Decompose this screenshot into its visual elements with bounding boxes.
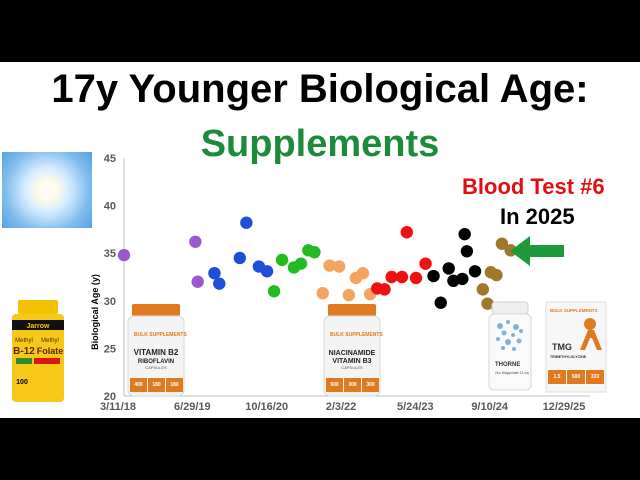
b2-brand: BULK SUPPLEMENTS xyxy=(134,332,187,338)
y-tick-label: 20 xyxy=(104,391,116,403)
annotation-year: In 2025 xyxy=(500,204,575,229)
data-point xyxy=(419,257,432,270)
data-point xyxy=(191,275,204,288)
data-point xyxy=(490,268,503,282)
data-point xyxy=(316,286,329,300)
data-point xyxy=(308,246,321,259)
data-point xyxy=(434,296,447,309)
jarrow-brand: Jarrow xyxy=(27,323,51,330)
b2-sub: CAPSULES xyxy=(145,365,167,370)
b2-stat-1: 400 xyxy=(134,382,143,388)
niacinamide-b3-jar-image: BULK SUPPLEMENTS NIACINAMIDE VITAMIN B3 … xyxy=(323,304,383,397)
x-tick-label: 6/29/19 xyxy=(174,401,211,413)
y-tick-label: 35 xyxy=(104,248,116,260)
title-line-1: 17y Younger Biological Age: xyxy=(51,67,589,111)
data-point xyxy=(208,266,221,280)
b3-name1: NIACINAMIDE xyxy=(329,350,376,357)
x-tick-labels: 3/11/18 6/29/19 10/16/20 2/3/22 5/24/23 9/10/… xyxy=(100,401,585,413)
y-tick-labels: 20 25 30 35 40 45 xyxy=(104,153,116,403)
y-tick-label: 45 xyxy=(104,153,116,165)
data-point xyxy=(342,288,356,302)
data-point xyxy=(294,257,308,270)
left-arrow-icon xyxy=(510,236,564,266)
x-tick-label: 12/29/25 xyxy=(543,401,586,413)
tmg-pouch-image: BULK SUPPLEMENTS TMG TRIMETHYLGLYCINE 1.… xyxy=(545,301,607,393)
tmg-stat-3: 333 xyxy=(591,374,600,380)
y-tick-label: 40 xyxy=(104,201,116,213)
data-point xyxy=(117,248,131,262)
scatter-chart: 20 25 30 35 40 45 3/11/18 6/29/19 10/16/20 2/3/2… xyxy=(90,153,590,413)
data-point xyxy=(213,277,226,290)
data-point xyxy=(460,245,474,258)
data-point xyxy=(458,227,471,241)
tmg-stat-1: 1.5 xyxy=(554,374,561,380)
thorne-brand: THORNE xyxy=(495,362,520,368)
vitamin-b2-jar-image: BULK SUPPLEMENTS VITAMIN B2 RIBOFLAVIN C… xyxy=(127,304,187,397)
jarrow-line3: Methyl xyxy=(41,338,59,344)
b2-stat-2: 180 xyxy=(152,382,161,388)
tmg-stat-2: 500 xyxy=(572,374,581,380)
b3-stat-2: 300 xyxy=(348,382,357,388)
tmg-name2: TRIMETHYLGLYCINE xyxy=(550,355,587,359)
x-tick-label: 10/16/20 xyxy=(245,401,288,413)
data-point xyxy=(442,262,455,275)
jarrow-line4: Folate xyxy=(37,346,64,356)
y-tick-label: 30 xyxy=(104,296,116,308)
title-line-2: Supplements xyxy=(200,123,440,165)
data-point xyxy=(378,283,391,296)
b3-stat-1: 500 xyxy=(330,382,339,388)
b2-name2: RIBOFLAVIN xyxy=(138,359,174,365)
data-point xyxy=(275,253,289,267)
data-point xyxy=(495,237,509,250)
b3-sub: CAPSULES xyxy=(341,365,363,370)
data-point xyxy=(476,283,490,296)
x-tick-label: 3/11/18 xyxy=(100,401,136,413)
x-tick-label: 9/10/24 xyxy=(471,401,509,413)
data-point xyxy=(395,270,409,284)
data-point xyxy=(481,297,494,310)
data-point xyxy=(323,259,336,272)
data-point xyxy=(267,285,281,298)
data-point xyxy=(240,216,253,229)
data-point xyxy=(385,270,398,284)
jarrow-line2: B-12 xyxy=(13,346,35,357)
data-point xyxy=(233,251,247,265)
thorne-bottle-image: THORNE Zinc Bisglycinate 15 mg xyxy=(488,301,532,391)
b2-stat-3: 180 xyxy=(170,382,179,388)
data-point xyxy=(456,272,469,286)
b3-brand: BULK SUPPLEMENTS xyxy=(330,332,383,338)
data-point xyxy=(260,265,274,278)
tmg-brand: BULK SUPPLEMENTS xyxy=(550,308,598,313)
data-point xyxy=(409,271,423,285)
x-tick-label: 2/3/22 xyxy=(326,401,357,413)
annotation-blood-test: Blood Test #6 xyxy=(462,174,605,199)
y-tick-label: 25 xyxy=(104,343,116,355)
b3-stat-3: 300 xyxy=(366,382,375,388)
jarrow-line1: Methyl xyxy=(15,338,33,344)
data-point xyxy=(356,266,370,280)
data-points xyxy=(117,216,517,310)
tmg-name1: TMG xyxy=(552,342,572,352)
jarrow-count: 100 xyxy=(16,379,28,386)
data-point xyxy=(427,269,440,283)
b2-name1: VITAMIN B2 xyxy=(134,348,179,357)
data-point xyxy=(400,226,413,239)
y-axis-label: Biological Age (y) xyxy=(90,274,100,350)
slide: 17y Younger Biological Age: Supplements … xyxy=(0,62,640,418)
data-point xyxy=(332,260,346,273)
data-point xyxy=(468,265,482,278)
sun-image xyxy=(2,152,92,228)
data-point xyxy=(189,235,202,248)
jarrow-bottle-image: Jarrow Methyl B-12 Methyl Folate 100 xyxy=(12,300,64,402)
b3-name2: VITAMIN B3 xyxy=(332,358,371,365)
x-tick-label: 5/24/23 xyxy=(397,401,434,413)
thorne-desc: Zinc Bisglycinate 15 mg xyxy=(495,371,529,375)
